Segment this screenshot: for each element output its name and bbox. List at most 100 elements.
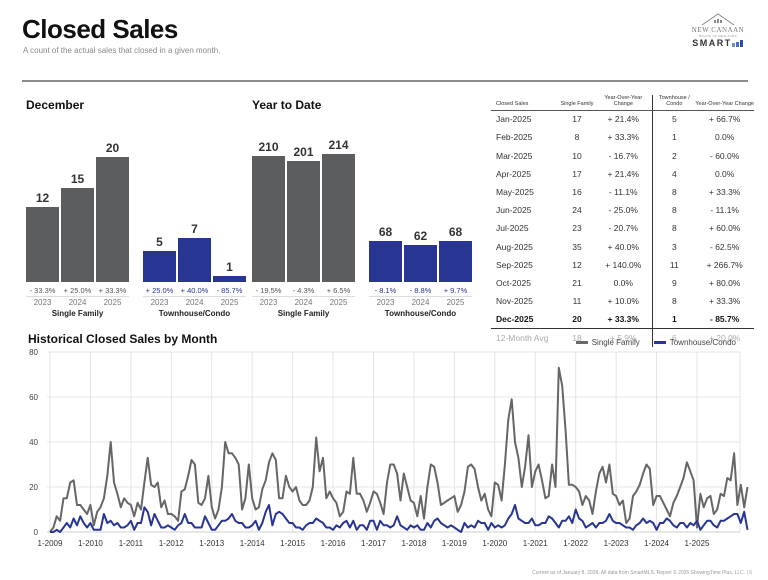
row-month: Apr-2025 [496, 168, 531, 179]
cell-sf-yoy: - 11.1% [608, 186, 638, 197]
cell-sf-count: 17 [572, 114, 582, 125]
table-row: Jul-2025 23 - 20.7% 8 + 60.0% [491, 219, 754, 238]
y-tick-label: 20 [29, 483, 38, 492]
cell-sf-count: 17 [572, 168, 582, 179]
cell-sf-count: 10 [572, 150, 582, 161]
cell-sf-count: 20 [559, 310, 595, 329]
bar-sf-2023 [252, 156, 285, 282]
cell-tc-yoy: - 62.5% [710, 241, 740, 252]
bar-sf-2024 [287, 161, 320, 282]
cell-tc-count: 5 [652, 110, 696, 129]
bar-tc-2023 [143, 250, 176, 282]
y-tick-label: 80 [29, 348, 38, 357]
yoy-change-label: - 8.1% [374, 286, 397, 295]
year-label: 2025 [103, 298, 122, 307]
cell-sf-yoy: + 33.3% [594, 310, 653, 329]
yoy-change-label: + 33.3% [98, 286, 127, 295]
cell-tc-count: 11 [652, 255, 696, 274]
cell-sf-yoy: - 16.7% [608, 150, 638, 161]
line-series-townhouse-condo [50, 504, 749, 533]
change-divider [26, 296, 129, 297]
cell-tc-count: 8 [652, 201, 696, 220]
legend-swatch-single-family [575, 341, 588, 344]
cell-sf-count: 35 [572, 241, 582, 252]
yoy-change-label: + 25.0% [145, 286, 174, 295]
cell-tc-yoy: - 60.0% [710, 150, 740, 161]
table-row: Apr-2025 17 + 21.4% 4 0.0% [491, 164, 754, 183]
yoy-change-label: - 19.5% [255, 286, 282, 295]
row-month: Jan-2025 [496, 114, 532, 125]
legend-label-single-family: Single Family [591, 338, 640, 347]
legend-item-single-family: Single Family [575, 338, 640, 347]
cell-tc-yoy: + 266.7% [706, 259, 743, 270]
logo-smart: SMART [688, 38, 748, 48]
x-tick-label: 1-2009 [38, 539, 63, 548]
row-month: Jul-2025 [496, 223, 529, 234]
table-header-row: Closed Sales Single Family Year-Over-Yea… [491, 95, 754, 111]
year-label: 2023 [150, 298, 169, 307]
cell-tc-yoy: 0.0% [714, 168, 735, 179]
yoy-change-label: - 33.3% [29, 286, 56, 295]
monthly-sales-table: Closed Sales Single Family Year-Over-Yea… [491, 95, 754, 347]
x-tick-label: 1-2018 [401, 539, 426, 548]
cell-tc-count: 8 [652, 182, 696, 202]
cell-tc-count: 3 [652, 237, 696, 256]
cell-sf-count: 23 [572, 223, 582, 234]
x-tick-label: 1-2013 [199, 539, 224, 548]
bar-tc-2025 [439, 241, 472, 282]
cell-sf-yoy: + 21.4% [607, 168, 639, 179]
table-row: Dec-2025 20 + 33.3% 1- 85.7% [491, 310, 754, 329]
cell-sf-yoy: + 140.0% [605, 259, 642, 270]
row-month: 12-Month Avg [496, 332, 549, 343]
table-row: Mar-2025 10 - 16.7% 2 - 60.0% [491, 146, 754, 165]
bar-value-label: 1 [226, 259, 233, 274]
bar-value-label: 7 [191, 222, 198, 237]
year-label: 2025 [220, 298, 239, 307]
cell-tc-count: 1 [652, 310, 696, 329]
cell-tc-count: 1 [652, 128, 696, 147]
december-bar-chart: 12- 33.3% 2023 15 + 25.0% 2024 20 + 33.3% 2025 S… [26, 120, 246, 320]
table-row: Feb-2025 8 + 33.3% 1 0.0% [491, 128, 754, 147]
col-header-closed-sales: Closed Sales [491, 95, 560, 111]
row-month: Dec-2025 [491, 310, 560, 329]
year-label: 2024 [185, 298, 204, 307]
year-label: 2025 [446, 298, 465, 307]
bar-value-label: 68 [448, 225, 463, 240]
cell-tc-yoy: + 33.3% [708, 296, 741, 307]
year-label: 2024 [411, 298, 430, 307]
bar-tc-2023 [369, 241, 402, 282]
line-series-single-family [49, 366, 749, 533]
year-label: 2023 [376, 298, 395, 307]
cell-sf-count: 18 [572, 332, 582, 343]
cell-tc-count: 4 [652, 164, 696, 183]
yoy-change-label: - 8.8% [409, 286, 432, 295]
yoy-change-label: + 25.0% [63, 286, 92, 295]
bar-tc-2024 [404, 244, 437, 282]
x-tick-label: 1-2025 [685, 539, 710, 548]
row-month: Aug-2025 [496, 241, 533, 252]
x-tick-label: 1-2020 [482, 539, 507, 548]
group-label-tc: Townhouse/Condo [158, 309, 231, 318]
cell-sf-yoy: - 20.7% [608, 223, 638, 234]
row-month: Feb-2025 [496, 132, 533, 143]
year-label: 2023 [33, 298, 52, 307]
cell-sf-yoy: 0.0% [613, 277, 633, 288]
bar-value-label: 12 [35, 191, 50, 205]
x-tick-label: 1-2021 [523, 539, 548, 548]
cell-tc-yoy: 0.0% [714, 132, 735, 143]
page-subtitle: A count of the actual sales that closed … [23, 46, 221, 55]
cell-sf-yoy: + 21.4% [607, 114, 639, 125]
cell-sf-count: 16 [572, 186, 582, 197]
historical-line-chart: 0 20 40 60 80 1-2009 1-2010 1-2011 1-2012 1-2013 1… [29, 348, 749, 548]
group-label-sf: Single Family [277, 309, 330, 318]
bar-value-label: 214 [328, 137, 349, 152]
table-row: Aug-2025 35 + 40.0% 3 - 62.5% [491, 237, 754, 256]
x-tick-label: 1-2011 [119, 539, 144, 548]
x-tick-label: 1-2017 [361, 539, 386, 548]
cell-tc-yoy: + 60.0% [708, 223, 741, 234]
cell-sf-yoy: + 5.9% [609, 332, 637, 343]
row-month: Sep-2025 [496, 259, 533, 270]
group-label-tc: Townhouse/Condo [384, 309, 457, 318]
year-label: 2025 [329, 298, 348, 307]
bars-icon [731, 40, 743, 47]
